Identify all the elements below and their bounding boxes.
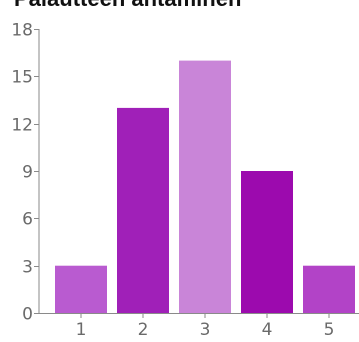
y-tick-label: 15: [11, 68, 33, 88]
x-axis: 1 2 3 4 5: [39, 313, 359, 340]
y-tick-label: 3: [22, 258, 33, 278]
y-tick-label: 9: [22, 163, 33, 183]
y-tick-label: 6: [22, 210, 33, 230]
bars: [55, 60, 355, 314]
chart-title: Palautteen antaminen: [14, 0, 241, 10]
x-tick-label: 1: [76, 320, 87, 340]
y-tick-label: 18: [11, 21, 33, 41]
x-tick-label: 3: [200, 320, 211, 340]
bar-2: [117, 107, 169, 314]
y-tick-label: 0: [22, 305, 33, 325]
bar-4: [241, 171, 293, 313]
bar-3: [179, 60, 231, 313]
x-tick-label: 5: [324, 320, 335, 340]
bar-1: [55, 265, 107, 313]
x-tick-label: 2: [138, 320, 149, 340]
y-tick-label: 12: [11, 116, 33, 136]
x-tick-label: 4: [262, 320, 273, 340]
bar-5: [303, 265, 355, 313]
y-axis: 0 3 6 9 12 15 18: [11, 21, 40, 325]
